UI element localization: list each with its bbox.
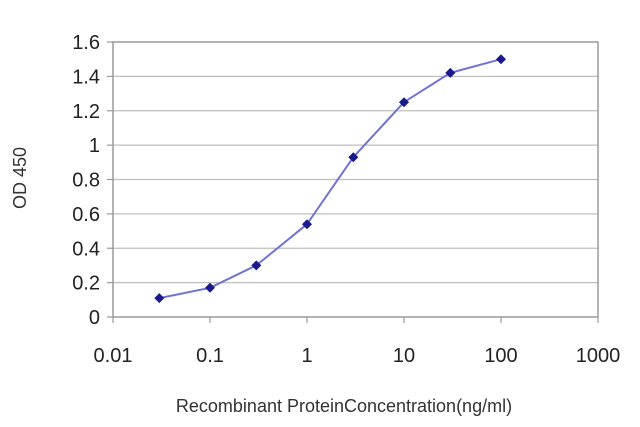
y-tick-label: 0.8	[72, 170, 100, 192]
x-axis-title: Recombinant ProteinConcentration(ng/ml)	[176, 396, 512, 416]
series-line	[159, 58, 502, 300]
data-point-marker	[251, 260, 262, 271]
data-point-marker	[302, 219, 312, 230]
data-point-marker	[399, 97, 409, 108]
data-point-marker	[154, 293, 165, 304]
x-tick-label: 1000	[576, 345, 621, 367]
y-tick-label: 0.4	[72, 238, 100, 260]
x-tick-label: 0.01	[94, 345, 133, 367]
y-tick-label: 0.2	[72, 273, 100, 295]
y-axis-title: OD 450	[10, 147, 30, 209]
series-layer	[154, 54, 506, 304]
y-tick-label: 1.2	[72, 101, 100, 123]
x-tick-label: 100	[484, 345, 517, 367]
y-tick-label: 0	[89, 307, 100, 329]
y-tick-label: 0.6	[72, 204, 100, 226]
y-tick-label: 1	[89, 135, 100, 157]
y-tick-label: 1.4	[72, 66, 100, 88]
x-tick-label: 0.1	[196, 345, 224, 367]
x-tick-label: 1	[301, 345, 312, 367]
data-point-marker	[348, 152, 359, 163]
x-tick-label: 10	[393, 345, 415, 367]
y-tick-label: 1.6	[72, 32, 100, 54]
data-point-marker	[445, 67, 456, 78]
gridlines	[113, 75, 598, 284]
data-point-marker	[205, 282, 215, 293]
x-axis-ticks: 0.01 0.1 1 10 100 1000	[94, 317, 621, 367]
data-point-marker	[496, 54, 506, 65]
y-axis-ticks: 0 0.2 0.4 0.6 0.8 1 1.2 1.4 1.6	[72, 32, 113, 329]
